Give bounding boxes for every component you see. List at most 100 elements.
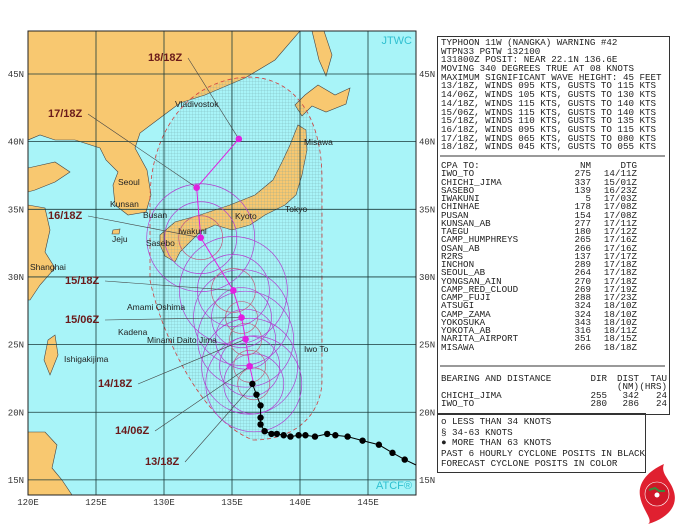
wind-radius-circle: [146, 183, 256, 293]
cpa-location: CAMP_FUJI: [441, 292, 491, 303]
lon-label: 135E: [221, 498, 243, 508]
warning-line: 15/06Z, WINDS 115 KTS, GUSTS TO 140 KTS: [441, 106, 657, 118]
warning-line: 14/18Z, WINDS 115 KTS, GUSTS TO 140 KTS: [441, 97, 657, 109]
legend-box: [437, 413, 646, 473]
past-position-marker: [257, 402, 264, 409]
place-label: Amami Oshima: [127, 302, 185, 312]
forecast-position-marker: [246, 362, 253, 370]
label-leader-line: [87, 113, 197, 188]
cpa-time: 17/19Z: [603, 283, 637, 295]
place-label: Jeju: [112, 234, 128, 244]
place-label: Seoul: [118, 177, 140, 187]
warning-line: MAXIMUM SIGNIFICANT WAVE HEIGHT: 45 FEET: [441, 71, 662, 83]
cpa-location: YOKOTA_AB: [441, 325, 491, 336]
past-position-marker: [273, 430, 281, 438]
lon-label: 125E: [85, 498, 107, 508]
cpa-distance: 343: [574, 316, 591, 328]
forecast-time-label: 14/18Z: [98, 378, 133, 390]
cpa-row: YONGSAN_AIN 270 17/18Z: [441, 275, 637, 287]
legend-note: PAST 6 HOURLY CYCLONE POSITS IN BLACK: [441, 447, 645, 459]
forecast-position-marker: [238, 314, 245, 321]
cpa-location: YOKOSUKA: [441, 316, 486, 328]
cpa-distance: 5: [585, 193, 591, 204]
lat-label-right: 35N: [419, 205, 435, 215]
past-position-marker: [389, 449, 396, 457]
past-position-marker: [257, 421, 264, 428]
warning-line: MOVING 340 DEGREES TRUE AT 08 KNOTS: [441, 63, 634, 75]
past-position-marker: [249, 380, 256, 388]
atcf-watermark: ATCF®: [376, 480, 412, 492]
place-label: Kunsan: [110, 199, 139, 209]
bearing-tau: 24: [655, 397, 667, 409]
jtwc-watermark: JTWC: [381, 35, 412, 47]
bearing-name: IWO_TO: [441, 397, 475, 409]
warning-line: 131800Z POSIT: NEAR 22.1N 136.6E: [441, 54, 618, 66]
legend-item: § 34-63 KNOTS: [441, 427, 645, 439]
bearing-dist: 286: [622, 397, 639, 409]
place-label: Busan: [143, 210, 167, 220]
past-position-marker: [268, 430, 275, 438]
warning-line: 13/18Z, WINDS 095 KTS, GUSTS TO 115 KTS: [441, 80, 657, 92]
wind-radius-circle: [197, 290, 294, 388]
past-position-marker: [344, 433, 351, 440]
label-leader-line: [187, 57, 240, 140]
cpa-location: CAMP_ZAMA: [441, 308, 491, 320]
wind-radius-circle: [205, 335, 303, 433]
lat-label-right: 25N: [419, 341, 435, 351]
bearing-header-units: (NM) (HRS): [441, 382, 667, 391]
bearing-tau: TAU: [650, 373, 667, 384]
cpa-time: 17/18Z: [603, 267, 637, 279]
cpa-row: CAMP_RED_CLOUD 269 17/19Z: [441, 283, 637, 295]
place-label: Tokyo: [285, 204, 307, 214]
cpa-time: 18/18Z: [603, 341, 637, 353]
wind-radius-circle: [197, 254, 270, 327]
label-leader-line: [104, 280, 234, 291]
cpa-time: 18/15Z: [603, 333, 637, 345]
jtwc-logo: [639, 464, 675, 524]
label-leader-line: [184, 383, 254, 463]
forecast-time-label: 15/18Z: [65, 275, 100, 287]
bearing-tau: 24: [655, 389, 667, 401]
label-leader-line: [87, 215, 201, 239]
cpa-row: SEOUL_AB 264 17/18Z: [441, 267, 637, 279]
place-label: Kyoto: [235, 211, 257, 221]
forecast-time-label: 14/06Z: [115, 425, 150, 437]
cpa-location: YONGSAN_AIN: [441, 275, 502, 287]
cpa-distance: 139: [574, 184, 591, 196]
cpa-location: SASEBO: [441, 184, 475, 196]
forecast-time-label: 15/06Z: [65, 314, 100, 326]
place-label: Shanghai: [30, 262, 66, 272]
cpa-location: R2RS: [441, 250, 464, 262]
past-position-marker: [311, 433, 319, 440]
cpa-location: CAMP_RED_CLOUD: [441, 283, 519, 295]
forecast-position-marker: [193, 184, 200, 191]
bearing-name: BEARING AND DISTANCE: [441, 373, 552, 384]
cpa-distance: 316: [574, 325, 591, 336]
cpa-location: INCHON: [441, 259, 475, 270]
lat-label-right: 30N: [419, 273, 435, 283]
land-jeju: [111, 228, 121, 235]
cpa-distance: 275: [574, 168, 591, 180]
cpa-time: 18/10Z: [603, 308, 637, 320]
bearing-table: BEARING AND DISTANCE DIR DIST TAU (NM) (HRS) C…: [441, 373, 667, 409]
place-label: Sasebo: [146, 238, 175, 248]
cpa-location: NARITA_AIRPORT: [441, 333, 519, 345]
cpa-time: 17/16Z: [603, 234, 637, 246]
cpa-distance: 324: [574, 308, 591, 320]
cpa-time: 17/17Z: [603, 250, 637, 262]
cpa-row: IWAKUNI 5 17/03Z: [441, 193, 637, 204]
cpa-time: 17/12Z: [603, 226, 637, 237]
cpa-row: NARITA_AIRPORT 351 18/15Z: [441, 333, 637, 345]
cpa-row: MISAWA 266 18/18Z: [441, 341, 637, 353]
divider: [440, 365, 665, 367]
cpa-time: 17/08Z: [603, 209, 637, 221]
cpa-row: CHINHAE 178 17/08Z: [441, 202, 637, 211]
cpa-distance: 351: [574, 333, 591, 345]
label-leader-line: [104, 317, 242, 321]
cpa-distance: 137: [574, 250, 591, 262]
cpa-table: CPA TO: NM DTG IWO_TO 275 14/11Z CHICHI_JIMA 33…: [441, 160, 637, 353]
cpa-time: 18/10Z: [603, 300, 637, 312]
wind-radius-circle: [229, 322, 262, 356]
cpa-header-dtg: DTG: [620, 160, 637, 171]
